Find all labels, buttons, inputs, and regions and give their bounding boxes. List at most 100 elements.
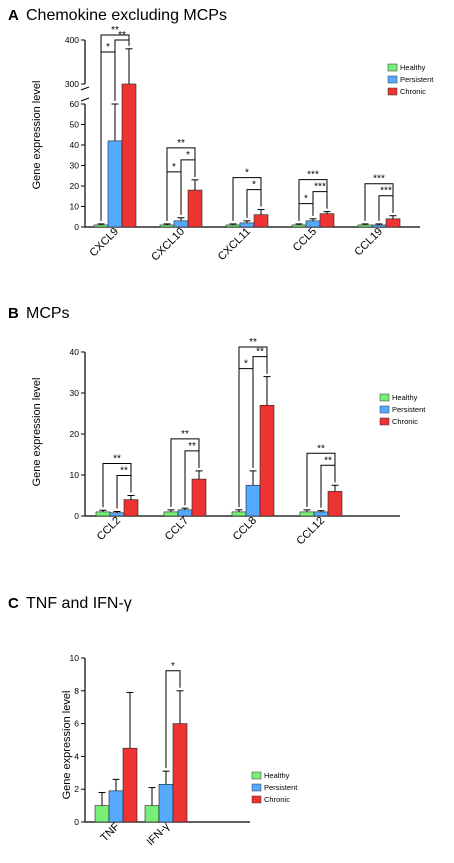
significance-bracket [180, 159, 196, 215]
bar-healthy-cxcl9 [93, 224, 109, 228]
significance-bracket [312, 191, 328, 216]
bar-chronic-ccl12 [327, 491, 343, 517]
x-tick-label: TNF [99, 820, 123, 844]
panel-a: A Chemokine excluding MCPs Gene expressi… [8, 7, 434, 264]
y-tick-label: 30 [70, 161, 80, 171]
bar-persistent-ccl8 [245, 484, 261, 517]
bar-chronic-cxcl9 [121, 83, 137, 228]
y-tick-label: 0 [74, 222, 79, 232]
bar-chronic-ccl19 [385, 218, 401, 228]
significance-label: * [172, 162, 176, 173]
panel-title-a: Chemokine excluding MCPs [26, 7, 227, 24]
bar-healthy-ccl2 [95, 511, 111, 517]
y-axis-label-b: Gene expression level [31, 378, 43, 487]
significance-bracket [114, 39, 130, 101]
significance-label: *** [380, 186, 392, 197]
bar-persistent-cxcl9 [107, 140, 123, 228]
axis-break-mark [80, 86, 90, 91]
significance-label: ** [177, 138, 185, 149]
significance-label: ** [188, 441, 196, 452]
significance-label: ** [113, 454, 121, 465]
x-tick-label: CCL19 [352, 226, 385, 259]
y-tick-label: 10 [70, 653, 80, 663]
y-tick-label: 2 [74, 784, 79, 794]
x-tick-label: CCL12 [294, 515, 327, 548]
x-tick-label: CXCL11 [216, 226, 253, 263]
significance-label: * [106, 42, 110, 53]
bar-chronic-cxcl10 [187, 189, 203, 228]
significance-bracket [246, 189, 262, 218]
legend-swatch-chronic [251, 795, 262, 804]
legend: Healthy Persistent Chronic [251, 771, 298, 804]
significance-bracket [252, 356, 268, 468]
bar-chronic-ccl2 [123, 499, 139, 517]
significance-label: * [245, 168, 249, 179]
legend-label: Chronic [392, 417, 418, 426]
y-axis-label-a: Gene expression level [31, 81, 43, 190]
bar-healthy-cxcl11 [225, 224, 241, 228]
panel-letter-b: B [8, 305, 19, 322]
y-tick-label: 60 [70, 99, 80, 109]
bar-chronic-ifn-γ [172, 723, 188, 823]
plot-area-c: 0 2 4 6 8 10 TNF IFN-γ * Healthy Persistent Chronic [70, 653, 299, 848]
significance-label: * [171, 661, 175, 672]
legend-swatch-chronic [379, 417, 390, 426]
x-tick-label: CCL7 [163, 515, 191, 543]
y-tick-label: 400 [65, 35, 79, 45]
y-tick-label: 30 [70, 388, 80, 398]
legend-label: Chronic [264, 795, 290, 804]
y-axis-label-c: Gene expression level [61, 691, 73, 800]
significance-label: *** [373, 174, 385, 185]
y-tick-label: 4 [74, 751, 79, 761]
panel-c: C TNF and IFN-γ Gene expression level 0 2… [8, 595, 298, 848]
panel-b: B MCPs Gene expression level 0 10 20 30 40 CC… [8, 305, 426, 547]
bar-chronic-ccl8 [259, 404, 275, 517]
significance-label: * [186, 150, 190, 161]
y-tick-label: 40 [70, 347, 80, 357]
y-tick-label: 300 [65, 79, 79, 89]
significance-bracket [184, 450, 200, 506]
legend-label: Persistent [400, 75, 434, 84]
bar-persistent-ifn-γ [158, 783, 174, 823]
x-tick-label: CCL8 [231, 515, 259, 543]
bar-persistent-ccl19 [371, 224, 387, 228]
bar-healthy-ccl8 [231, 511, 247, 517]
significance-label: ** [181, 429, 189, 440]
y-tick-label: 8 [74, 686, 79, 696]
significance-label: * [304, 194, 308, 205]
legend-label: Healthy [392, 393, 418, 402]
legend-swatch-healthy [379, 393, 390, 402]
legend-label: Healthy [264, 771, 290, 780]
legend-label: Healthy [400, 63, 426, 72]
bar-healthy-ccl12 [299, 511, 315, 517]
legend-swatch-persistent [387, 75, 398, 84]
bar-persistent-cxcl11 [239, 222, 255, 228]
bar-persistent-cxcl10 [173, 220, 189, 228]
bar-persistent-ccl7 [177, 509, 193, 517]
x-tick-label: CXCL10 [149, 226, 187, 264]
plot-area-a: 0 10 20 30 40 50 60 300 400 CXCL9 CXCL10 CXCL11 CCL5… [65, 25, 434, 264]
bar-healthy-cxcl10 [159, 224, 175, 228]
significance-bracket [116, 475, 132, 509]
bar-chronic-cxcl11 [253, 214, 269, 228]
significance-label: * [252, 180, 256, 191]
x-tick-label: CCL2 [95, 515, 123, 543]
bar-chronic-tnf [122, 747, 138, 823]
bar-healthy-ccl7 [163, 511, 179, 517]
y-tick-label: 0 [74, 511, 79, 521]
y-tick-label: 0 [74, 817, 79, 827]
significance-bracket [165, 670, 181, 769]
significance-label: ** [249, 337, 257, 348]
significance-bracket [166, 171, 182, 221]
axis-break-mark [80, 97, 90, 102]
bar-chronic-ccl7 [191, 478, 207, 517]
legend: Healthy Persistent Chronic [387, 63, 434, 96]
significance-bracket [378, 195, 394, 221]
y-tick-label: 50 [70, 120, 80, 130]
legend-swatch-chronic [387, 87, 398, 96]
legend-label: Persistent [392, 405, 426, 414]
y-tick-label: 6 [74, 719, 79, 729]
legend-label: Persistent [264, 783, 298, 792]
bar-persistent-tnf [108, 790, 124, 823]
